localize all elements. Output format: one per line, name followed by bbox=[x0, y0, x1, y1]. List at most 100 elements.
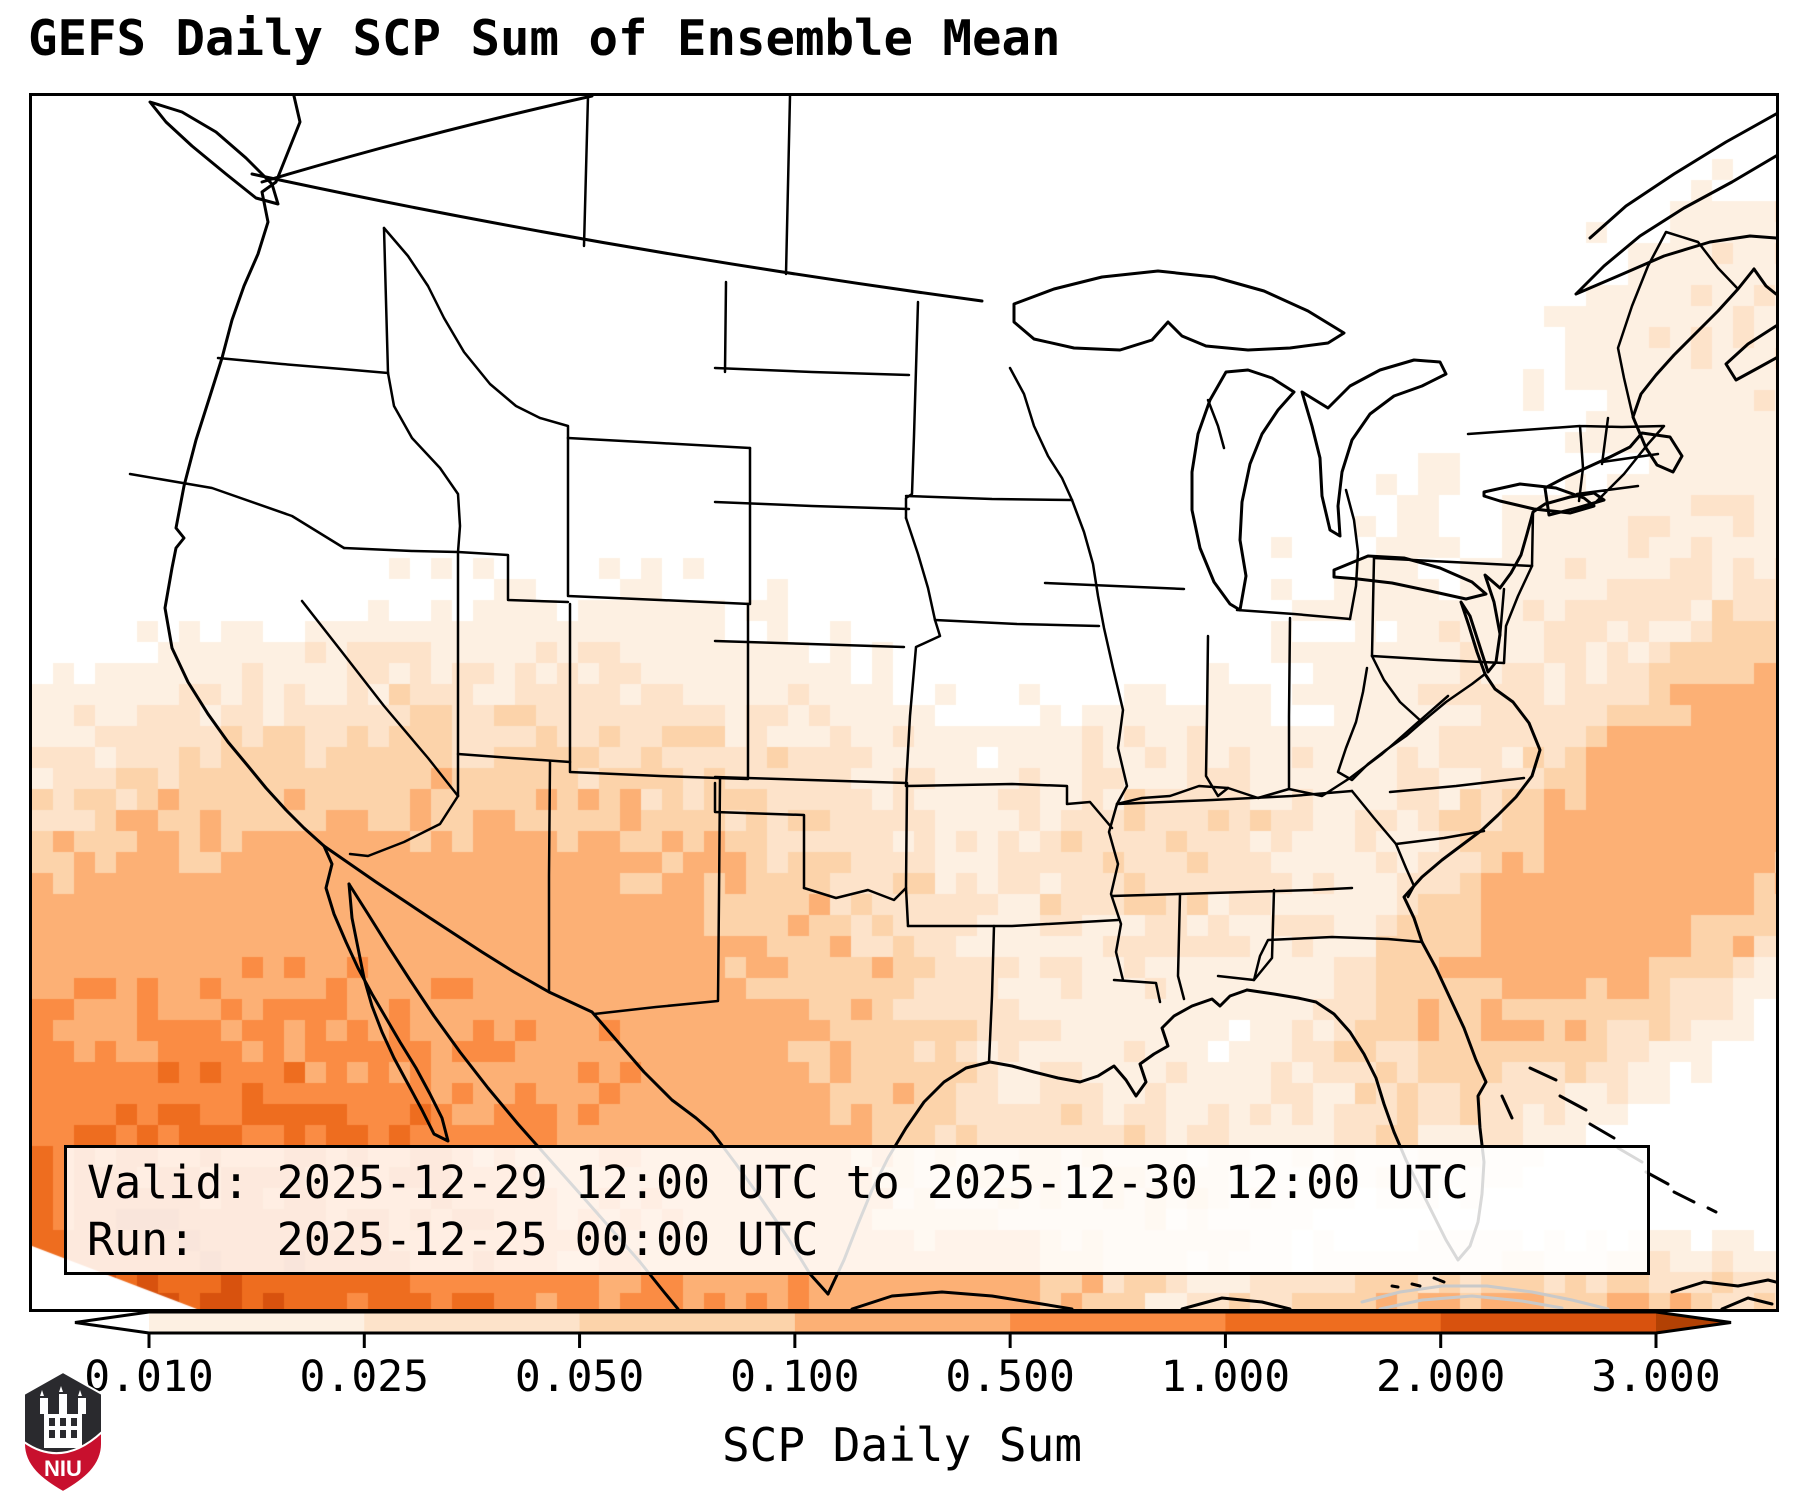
red-river-border bbox=[802, 886, 908, 902]
mt-nd-border bbox=[723, 280, 728, 374]
colorbar-tick-label: 0.500 bbox=[945, 1352, 1075, 1402]
mississippi-river-border bbox=[1070, 498, 1129, 982]
tx-la-border bbox=[987, 924, 996, 1064]
colorbar-tick-labels: 0.010 0.025 0.050 0.100 0.500 1.000 2.000 3.000 bbox=[0, 1352, 1803, 1408]
hispaniola-coast bbox=[1670, 1278, 1776, 1309]
colorbar-segment bbox=[579, 1312, 796, 1333]
colorbar-axis-label: SCP Daily Sum bbox=[721, 1418, 1083, 1472]
tn-nc-border bbox=[1350, 789, 1398, 846]
mn-wi-border bbox=[1008, 366, 1074, 502]
state-borders bbox=[128, 226, 1740, 1064]
pa-delaware-river bbox=[1502, 564, 1534, 665]
lake-superior bbox=[1012, 269, 1346, 352]
colorbar-tick-label: 0.025 bbox=[299, 1352, 429, 1402]
colorbar-segment bbox=[794, 1312, 1011, 1333]
nm-tx-border bbox=[592, 777, 722, 1016]
oh-pa-border bbox=[1370, 556, 1376, 658]
coastlines bbox=[148, 96, 1776, 1309]
or-nv-border bbox=[342, 546, 460, 554]
mi-in-oh-border bbox=[1235, 608, 1352, 621]
ar-la-border bbox=[906, 918, 1120, 928]
colorbar-segment bbox=[1440, 1312, 1657, 1333]
ne-ks-border bbox=[713, 639, 906, 649]
ohio-river-border bbox=[1115, 694, 1450, 806]
wa-id-border bbox=[382, 226, 390, 375]
colorbar-under-arrow bbox=[75, 1312, 149, 1333]
mn-ia-border bbox=[904, 494, 1074, 502]
tn-south-border bbox=[1110, 886, 1354, 898]
il-in-border bbox=[1204, 634, 1230, 798]
ky-tn-border bbox=[1115, 789, 1354, 806]
ok-ar-tx-border bbox=[904, 781, 910, 928]
us-canada-border bbox=[250, 172, 984, 303]
colorado-river-border bbox=[348, 794, 460, 858]
atlantic-coast bbox=[1402, 267, 1756, 944]
ok-panhandle-border bbox=[713, 781, 806, 890]
province-line bbox=[582, 96, 590, 248]
md-de-border bbox=[1498, 587, 1506, 638]
lake-michigan bbox=[1190, 368, 1296, 612]
green-bay bbox=[1206, 398, 1226, 450]
ga-al-border bbox=[1252, 888, 1276, 982]
niu-castle-icon bbox=[40, 1386, 86, 1448]
wv-borders bbox=[1336, 654, 1424, 782]
st-lawrence-gaspe bbox=[1574, 112, 1776, 296]
colorbar bbox=[74, 1310, 1732, 1348]
nc-sc-border bbox=[1394, 829, 1486, 846]
wa-or-border bbox=[216, 356, 390, 375]
colorbar-tick-label: 2.000 bbox=[1375, 1352, 1506, 1402]
ca-nv-border bbox=[300, 599, 460, 798]
colorbar-tick-label: 1.000 bbox=[1160, 1352, 1291, 1402]
great-lakes bbox=[1012, 269, 1596, 612]
valid-text: Valid: 2025-12-29 12:00 UTC to 2025-12-3… bbox=[87, 1156, 1469, 1209]
wyoming-borders bbox=[566, 436, 752, 606]
sd-ne-border bbox=[713, 500, 911, 511]
lake-ontario bbox=[1482, 482, 1596, 515]
az-nm-border bbox=[547, 760, 552, 994]
gulf-coast bbox=[826, 988, 1249, 1296]
scp-heatmap bbox=[32, 96, 1776, 1309]
potomac-border bbox=[1420, 672, 1487, 724]
mt-wy-border bbox=[566, 436, 752, 450]
province-line bbox=[784, 96, 792, 276]
baja-california bbox=[322, 844, 450, 1143]
lake-huron bbox=[1300, 358, 1448, 538]
niu-logo-text: NIU bbox=[44, 1456, 82, 1481]
new-england-borders bbox=[1466, 230, 1740, 506]
canada-borders bbox=[250, 96, 984, 303]
or-ca-border bbox=[128, 472, 346, 550]
mn-west-border bbox=[904, 300, 920, 520]
utah-south-border bbox=[456, 752, 572, 764]
mi-east-shore bbox=[1344, 488, 1360, 621]
pacific-coast bbox=[163, 96, 326, 848]
ms-la-border bbox=[1112, 978, 1162, 1004]
colorbar-segment bbox=[364, 1312, 581, 1333]
wi-il-border bbox=[1043, 581, 1186, 591]
run-text: Run: 2025-12-25 00:00 UTC bbox=[87, 1213, 819, 1266]
colorbar-over-arrow bbox=[1656, 1312, 1731, 1333]
ia-west-border bbox=[904, 516, 937, 622]
va-nc-border bbox=[1388, 776, 1526, 794]
colorbar-segment bbox=[1010, 1312, 1226, 1333]
id-mt-border bbox=[382, 226, 570, 440]
bc-coast-line bbox=[260, 96, 594, 184]
mason-dixon-border bbox=[1370, 654, 1506, 665]
colorbar-tick-label: 3.000 bbox=[1591, 1352, 1721, 1402]
lake-erie bbox=[1332, 554, 1488, 601]
in-oh-border bbox=[1287, 616, 1292, 791]
or-id-border bbox=[386, 371, 462, 554]
figure-title: GEFS Daily SCP Sum of Ensemble Mean bbox=[28, 10, 1061, 67]
mo-west-border bbox=[904, 618, 942, 788]
colorbar-tick-label: 0.010 bbox=[84, 1352, 214, 1402]
colorbar-tick-label: 0.050 bbox=[514, 1352, 645, 1402]
basemap bbox=[128, 96, 1776, 1309]
colorbar-segment bbox=[149, 1312, 365, 1333]
florida-keys bbox=[1390, 1276, 1446, 1289]
utah-north-border bbox=[456, 550, 570, 604]
colorbar-tick-label: 0.100 bbox=[730, 1352, 860, 1402]
ga-sc-border bbox=[1394, 842, 1416, 899]
niu-logo: NIU bbox=[23, 1370, 103, 1494]
nd-sd-border bbox=[713, 366, 911, 377]
info-box: Valid: 2025-12-29 12:00 UTC to 2025-12-3… bbox=[64, 1145, 1650, 1275]
